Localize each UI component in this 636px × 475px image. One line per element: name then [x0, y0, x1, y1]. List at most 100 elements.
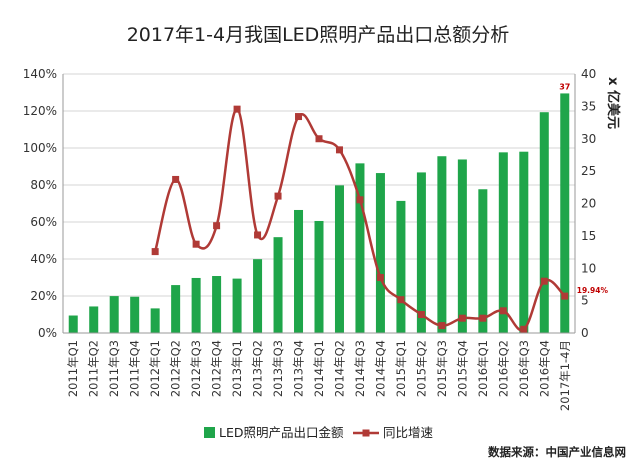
y-left-tick-label: 100%	[23, 141, 57, 155]
bar	[130, 296, 140, 333]
line-marker	[274, 192, 282, 200]
x-tick-label: 2015年Q3	[435, 340, 449, 397]
x-tick-label: 2011年Q4	[128, 340, 142, 397]
legend-label: LED照明产品出口金额	[219, 425, 344, 440]
y-right-tick-label: 25	[581, 164, 596, 178]
x-tick-label: 2014年Q4	[373, 340, 387, 397]
legend-swatch-marker	[362, 429, 370, 437]
x-tick-label: 2011年Q2	[87, 340, 101, 397]
line-marker	[397, 296, 405, 304]
x-tick-label: 2015年Q1	[394, 340, 408, 397]
line-marker	[233, 105, 241, 113]
bar	[478, 189, 488, 333]
y-left-tick-label: 20%	[30, 289, 57, 303]
line-marker	[520, 325, 528, 333]
y-left-tick-label: 40%	[30, 252, 57, 266]
x-tick-label: 2016年Q3	[517, 340, 531, 397]
bar	[273, 237, 283, 333]
bar	[457, 159, 467, 333]
bar	[437, 156, 447, 333]
line-path	[153, 107, 566, 332]
x-tick-label: 2012年Q1	[148, 340, 162, 397]
line-series: 19.94%	[151, 105, 609, 333]
line-marker	[438, 322, 446, 330]
bar	[375, 173, 385, 333]
y-right-tick-label: 0	[581, 326, 589, 340]
x-tick-label: 2015年Q2	[414, 340, 428, 397]
x-tick-label: 2013年Q2	[251, 340, 265, 397]
bar	[212, 276, 222, 333]
legend: LED照明产品出口金额 同比增速	[204, 425, 434, 440]
line-marker	[335, 146, 343, 154]
bar	[416, 172, 426, 333]
line-marker	[192, 240, 200, 248]
line-marker	[417, 311, 425, 318]
legend-label: 同比增速	[383, 425, 434, 440]
x-tick-label: 2014年Q2	[332, 340, 346, 397]
bar	[334, 185, 344, 333]
y-left-tick-label: 0%	[38, 326, 57, 340]
x-tick-label: 2016年Q1	[476, 340, 490, 397]
line-marker	[295, 113, 303, 121]
chart-title: 2017年1-4月我国LED照明产品出口总额分析	[127, 24, 510, 46]
y-right-tick-label: 35	[581, 99, 596, 113]
x-tick-label: 2011年Q1	[66, 340, 80, 397]
bar	[498, 152, 508, 333]
line-data-label: 19.94%	[577, 286, 609, 295]
line-marker	[356, 196, 364, 204]
line-marker	[213, 222, 221, 230]
x-tick-label: 2016年Q2	[496, 340, 510, 397]
bar	[560, 93, 570, 333]
line-marker	[479, 314, 487, 322]
x-tick-label: 2013年Q3	[271, 340, 285, 397]
y-left-tick-label: 120%	[23, 104, 57, 118]
bar	[355, 163, 365, 333]
legend-swatch-bar	[204, 427, 215, 438]
x-tick-labels: 2011年Q1 2011年Q2 2011年Q3 2011年Q4 2012年Q1 2012年…	[66, 340, 572, 411]
bar	[396, 200, 406, 333]
x-tick-label: 2013年Q1	[230, 340, 244, 397]
y-right-tick-label: 40	[581, 67, 596, 81]
bar	[150, 308, 160, 333]
bar-data-label: 37	[559, 82, 570, 91]
line-marker	[499, 307, 507, 315]
line-marker	[315, 135, 323, 143]
bar	[191, 277, 201, 333]
bar	[109, 296, 119, 333]
x-tick-label: 2012年Q2	[169, 340, 183, 397]
bar	[314, 220, 324, 333]
bar-series: 37	[68, 82, 570, 333]
line-marker	[561, 292, 569, 300]
x-tick-label: 2014年Q3	[353, 340, 367, 397]
y-right-tick-label: 30	[581, 132, 596, 146]
x-tick-label: 2016年Q4	[537, 340, 551, 397]
x-tick-label: 2012年Q3	[189, 340, 203, 397]
x-tick-label: 2013年Q4	[292, 340, 306, 397]
source-note: 数据来源：中国产业信息网	[488, 445, 626, 459]
line-marker	[458, 314, 466, 322]
y-right-tick-label: 20	[581, 197, 596, 211]
bar	[68, 315, 78, 333]
line-marker	[151, 248, 159, 256]
y-left-tick-label: 80%	[30, 178, 57, 192]
line-marker	[254, 231, 262, 239]
y-left-tick-label: 140%	[23, 67, 57, 81]
line-marker	[540, 277, 548, 285]
line-marker	[172, 175, 180, 183]
bar	[253, 259, 263, 333]
x-tick-label: 2011年Q3	[107, 340, 121, 397]
bar	[294, 209, 304, 333]
x-tick-label: 2017年1-4月	[558, 340, 572, 411]
y-right-axis-label: x 亿美元	[605, 77, 621, 129]
y-left-tick-label: 60%	[30, 215, 57, 229]
bar	[232, 278, 242, 333]
x-tick-label: 2015年Q4	[455, 340, 469, 397]
y-right-tick-label: 15	[581, 229, 596, 243]
line-marker	[376, 274, 384, 281]
bar	[519, 151, 529, 333]
y-right-tick-label: 5	[581, 294, 589, 308]
y-right-tick-label: 10	[581, 261, 596, 275]
x-tick-label: 2012年Q4	[210, 340, 224, 397]
